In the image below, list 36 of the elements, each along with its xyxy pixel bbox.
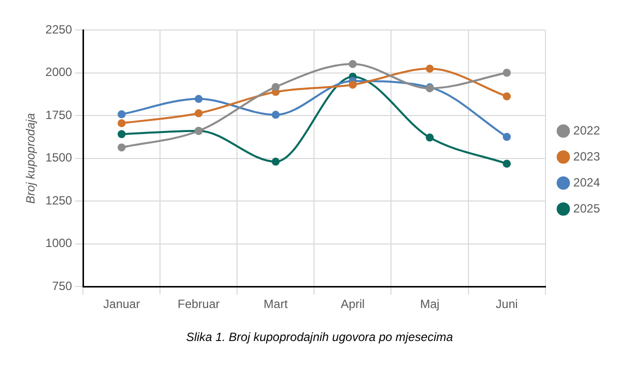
y-tick-label: 750	[52, 278, 72, 293]
point	[194, 109, 203, 118]
point	[348, 60, 357, 68]
x-tick-label: Januar	[103, 297, 140, 312]
point	[502, 132, 511, 141]
point	[272, 82, 280, 91]
legend-label: 2024	[573, 175, 600, 190]
legend-label: 2022	[573, 123, 600, 138]
point	[502, 160, 511, 168]
point	[272, 158, 280, 166]
point	[272, 110, 280, 119]
y-tick-label: 1750	[45, 108, 72, 122]
point	[502, 68, 511, 77]
point	[118, 110, 126, 118]
x-tick-label: Juni	[496, 297, 518, 312]
x-tick-label: Mart	[264, 297, 288, 312]
legend-label: 2023	[573, 149, 600, 164]
y-axis-title: Broj kupoprodaja	[24, 112, 38, 204]
x-tick-label: Februar	[178, 297, 220, 312]
text: Slika 1. Broj kupoprodajnih ugovora po mjesecima	[185, 330, 454, 344]
x-tick-label: Maj	[420, 297, 440, 312]
point	[426, 134, 434, 142]
y-tick-label: 2000	[45, 65, 72, 80]
point	[194, 94, 203, 103]
y-tick-label: 2250	[45, 22, 72, 37]
point	[426, 64, 434, 73]
y-tick-label: 1000	[45, 236, 72, 250]
point	[118, 143, 126, 152]
legend-label: 2025	[573, 201, 600, 216]
y-tick-label: 1500	[45, 150, 72, 165]
point	[118, 119, 126, 128]
point	[348, 80, 357, 89]
y-tick-label: 1250	[45, 193, 72, 208]
point	[502, 92, 511, 100]
point	[118, 130, 126, 138]
x-tick-label: April	[340, 297, 365, 312]
